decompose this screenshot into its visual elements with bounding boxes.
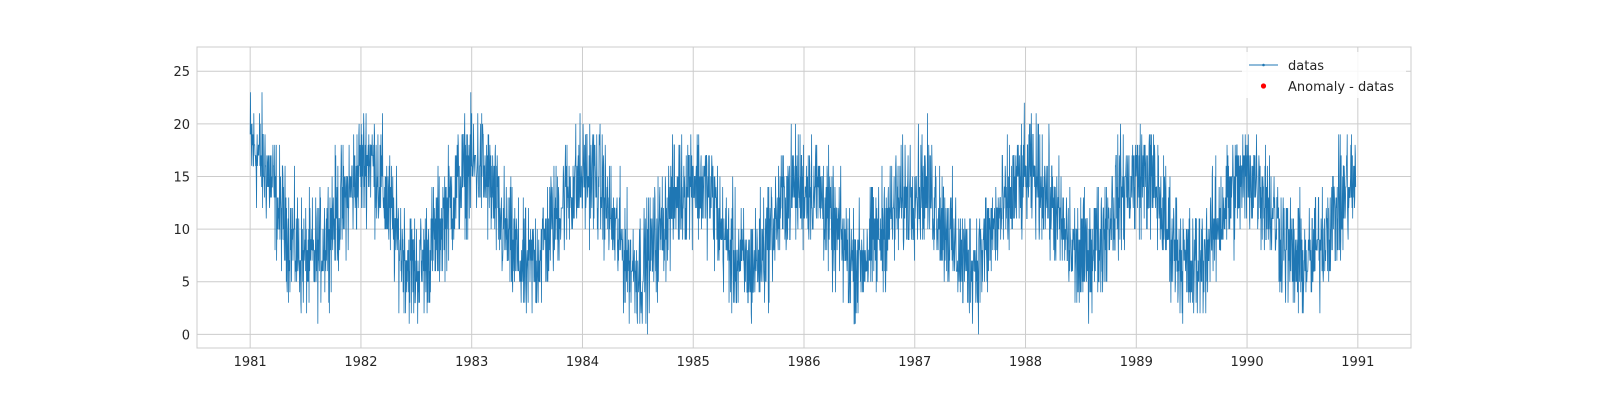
y-tick-label: 0 — [182, 328, 190, 343]
legend-box — [1242, 52, 1406, 98]
x-tick-label: 1990 — [1231, 355, 1264, 370]
x-tick-label: 1988 — [1009, 355, 1042, 370]
legend-marker-datas — [1262, 63, 1265, 67]
series-layer — [249, 92, 1357, 335]
x-tick-label: 1984 — [566, 355, 599, 370]
legend-marker-anomaly — [1260, 83, 1267, 89]
y-tick-label: 10 — [173, 223, 190, 238]
y-tick-labels: 0 5 10 15 20 25 — [173, 65, 190, 343]
x-tick-label: 1983 — [455, 355, 488, 370]
y-tick-label: 25 — [173, 65, 190, 80]
y-tick-label: 20 — [173, 118, 190, 133]
x-tick-label: 1985 — [677, 355, 710, 370]
plot-frame — [196, 46, 1412, 349]
legend-label-datas: datas — [1288, 59, 1324, 74]
y-tick-label: 5 — [182, 276, 190, 291]
legend: datas Anomaly - datas — [1242, 52, 1406, 98]
legend-label-anomaly: Anomaly - datas — [1288, 80, 1394, 95]
y-tick-label: 15 — [173, 170, 190, 185]
x-tick-label: 1982 — [344, 355, 377, 370]
series-line-datas — [249, 92, 1357, 335]
x-tick-labels: 1981 1982 1983 1984 1985 1986 1987 1988 1989 1990… — [234, 355, 1375, 370]
x-tick-label: 1991 — [1341, 355, 1374, 370]
grid-lines — [197, 47, 1411, 348]
x-tick-label: 1987 — [898, 355, 931, 370]
x-tick-label: 1989 — [1120, 355, 1153, 370]
x-tick-label: 1981 — [234, 355, 267, 370]
x-tick-label: 1986 — [787, 355, 820, 370]
